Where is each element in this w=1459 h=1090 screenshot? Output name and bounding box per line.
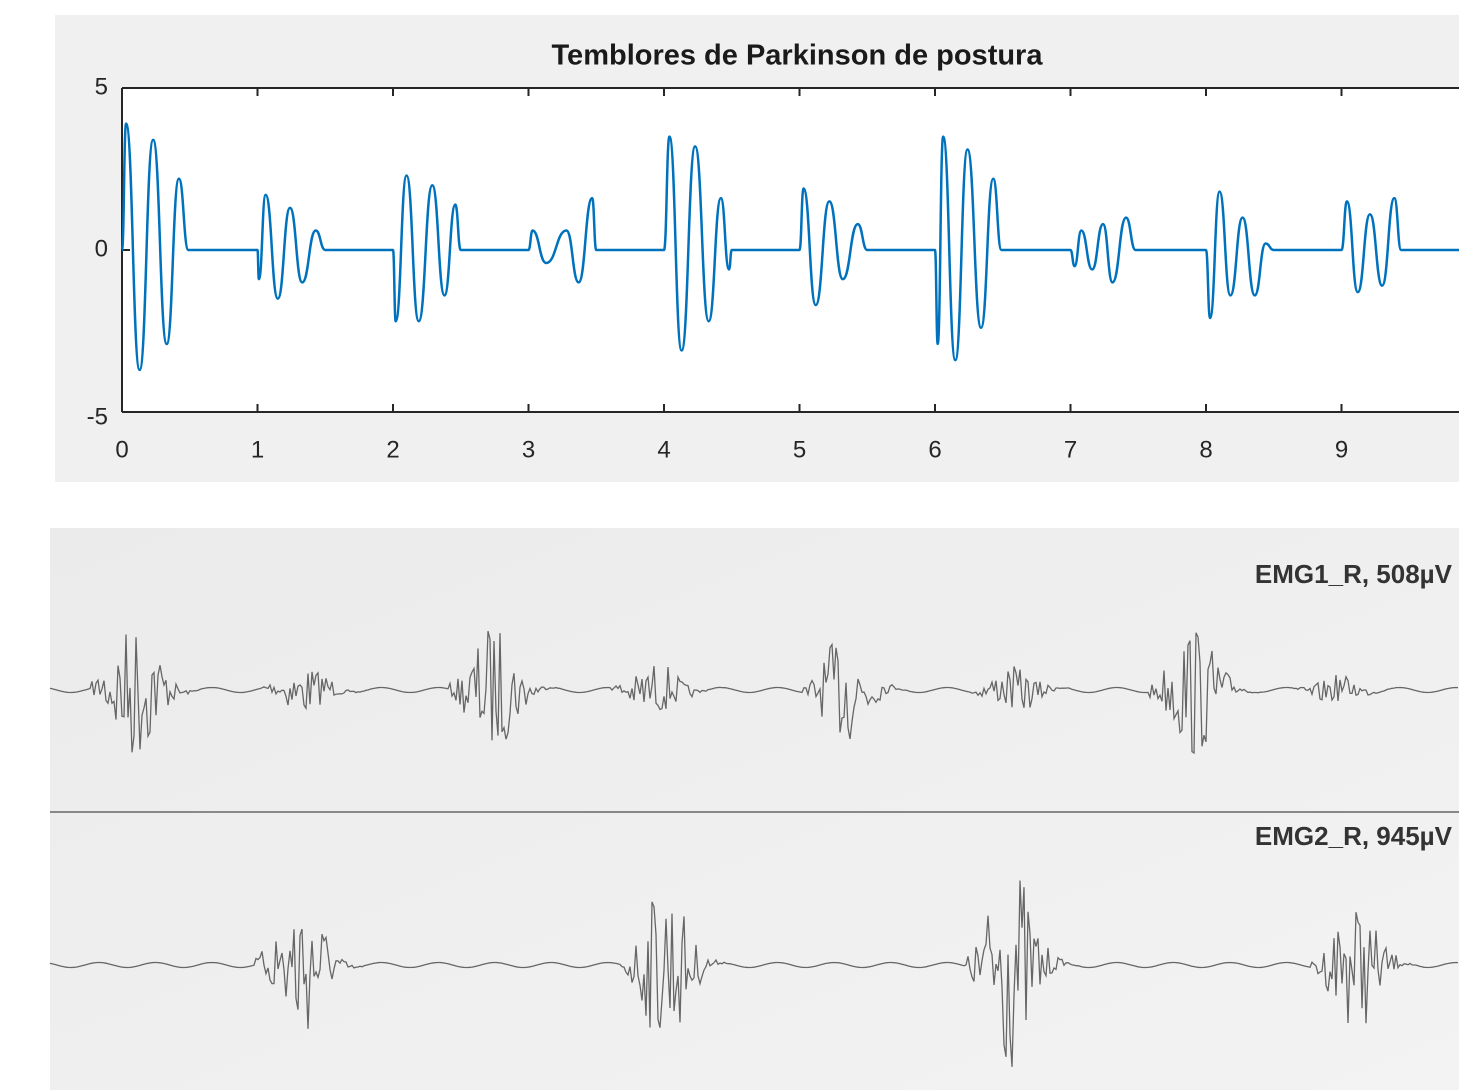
y-tick-label: -5 [87,403,108,430]
y-tick-label: 0 [95,235,108,262]
x-tick-label: 1 [251,436,264,463]
chart-title: Temblores de Parkinson de postura [552,40,1044,72]
x-tick-label: 0 [115,436,128,463]
x-tick-label: 9 [1335,436,1348,463]
x-tick-label: 6 [928,436,941,463]
y-tick-label: 5 [95,73,108,100]
x-tick-label: 4 [657,436,670,463]
emg-label: EMG2_R, 945µV [1255,821,1453,851]
x-tick-label: 2 [386,436,399,463]
figure: Temblores de Parkinson de postura EMG1_R… [0,0,1459,1090]
x-tick-label: 3 [522,436,535,463]
x-tick-label: 5 [793,436,806,463]
emg-label: EMG1_R, 508µV [1255,559,1453,589]
page: Temblores de Parkinson de postura EMG1_R… [0,0,1459,1090]
emg-scan [50,528,1459,1090]
x-tick-label: 8 [1199,436,1212,463]
x-tick-label: 7 [1064,436,1077,463]
